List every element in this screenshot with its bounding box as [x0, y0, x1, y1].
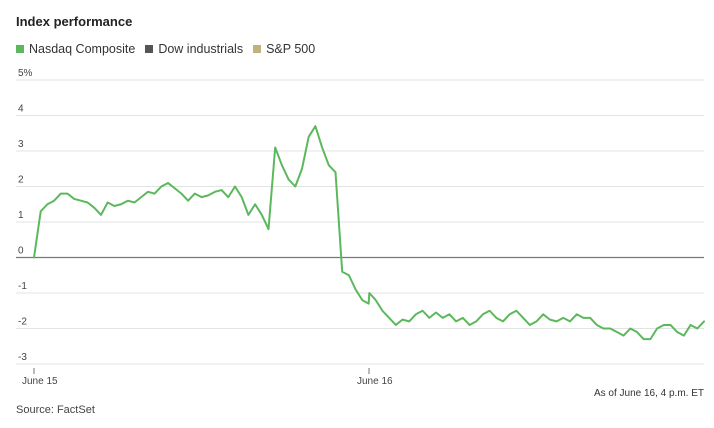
y-tick-label-4: 1 [18, 210, 24, 221]
y-tick-label-5: 0 [18, 246, 24, 257]
y-tick-label-1: 4 [18, 104, 24, 115]
chart-title: Index performance [16, 14, 133, 29]
y-tick-label-3: 2 [18, 175, 24, 186]
legend-swatch-dow [145, 45, 154, 53]
legend-swatch-nasdaq [16, 45, 24, 53]
y-tick-label-0: 5% [18, 68, 33, 79]
legend: Nasdaq Composite Dow industrials S&P 500 [16, 42, 315, 56]
legend-item-dow: Dow industrials [145, 42, 243, 56]
legend-item-sp500: S&P 500 [253, 42, 315, 56]
y-tick-label-2: 3 [18, 139, 24, 150]
legend-swatch-sp500 [253, 45, 262, 53]
x-tick-label-0: June 15 [22, 376, 58, 387]
y-tick-label-6: -1 [18, 281, 27, 292]
legend-label-sp500: S&P 500 [266, 42, 316, 56]
y-tick-label-7: -2 [18, 317, 27, 328]
source-note: Source: FactSet [16, 404, 95, 416]
series-line-nasdaq-composite [33, 125, 705, 341]
legend-label-nasdaq: Nasdaq Composite [29, 42, 136, 56]
legend-item-nasdaq: Nasdaq Composite [16, 42, 135, 56]
x-tick-label-1: June 16 [357, 376, 393, 387]
y-tick-label-8: -3 [18, 352, 27, 363]
legend-label-dow: Dow industrials [158, 42, 244, 56]
timestamp-note: As of June 16, 4 p.m. ET [593, 388, 704, 399]
